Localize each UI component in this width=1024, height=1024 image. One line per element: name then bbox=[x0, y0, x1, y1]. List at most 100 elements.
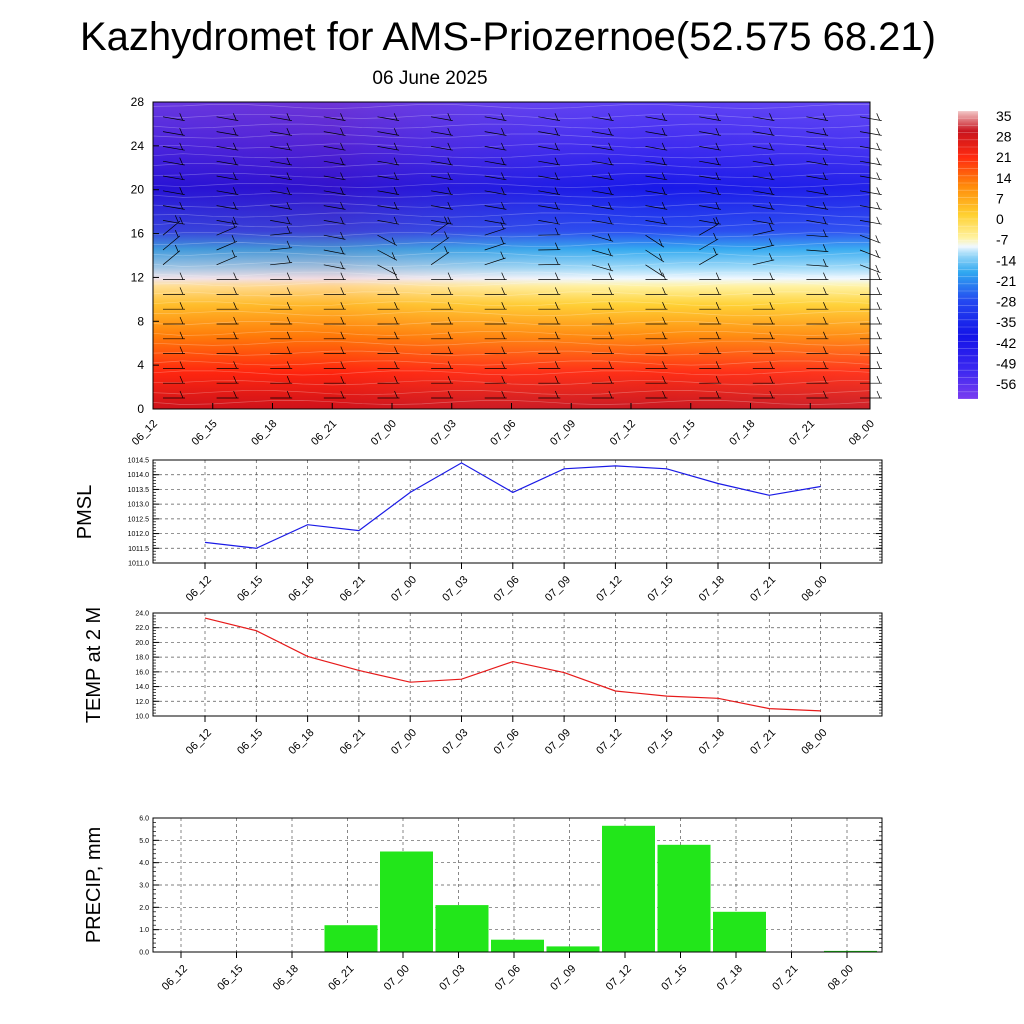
wind-barb-feather bbox=[501, 216, 505, 225]
wind-barb-feather bbox=[715, 346, 720, 354]
wind-barb-feather bbox=[179, 346, 184, 354]
wind-barb-feather bbox=[769, 361, 774, 369]
wind-barb-feather bbox=[286, 346, 291, 354]
wind-barb bbox=[484, 175, 507, 181]
temp-x-tick-label: 07_18 bbox=[697, 727, 727, 757]
wind-barb bbox=[430, 237, 450, 251]
wind-barb-feather bbox=[286, 142, 291, 151]
wind-barb-feather bbox=[447, 361, 452, 369]
wind-barb bbox=[162, 235, 181, 251]
wind-barb-feather bbox=[394, 390, 398, 399]
wind-barb-feather bbox=[501, 113, 505, 121]
precip-x-tick-label: 07_12 bbox=[604, 963, 634, 993]
wind-barb bbox=[591, 175, 614, 181]
wind-barb-feather bbox=[768, 253, 773, 261]
precip-x-tick-label: 06_18 bbox=[271, 963, 301, 993]
wind-barb bbox=[162, 116, 185, 121]
wind-barb-feather bbox=[876, 113, 881, 121]
colorbar-label: 21 bbox=[996, 149, 1012, 165]
wind-barb bbox=[484, 146, 507, 151]
wind-barb bbox=[645, 205, 668, 210]
wind-barb-feather bbox=[286, 376, 291, 384]
wind-barb-feather bbox=[769, 302, 774, 310]
colorbar-label: -28 bbox=[996, 294, 1016, 310]
wind-barb-feather bbox=[768, 223, 773, 231]
wind-barb bbox=[752, 229, 775, 236]
wind-barb-feather bbox=[661, 172, 666, 180]
wind-barb bbox=[538, 190, 561, 195]
wind-barb-feather bbox=[174, 230, 179, 238]
wind-barb-feather bbox=[447, 216, 452, 225]
wind-barb bbox=[323, 234, 346, 240]
wind-barb bbox=[377, 190, 400, 195]
wind-barb bbox=[323, 264, 346, 270]
wind-barb-feather bbox=[662, 346, 666, 354]
wind-barb bbox=[859, 146, 882, 151]
wind-barb-feather bbox=[662, 316, 666, 325]
precip-x-tick-label: 07_03 bbox=[437, 963, 467, 993]
wind-barb-feather bbox=[340, 113, 344, 121]
wind-barb bbox=[216, 205, 239, 210]
wind-barb bbox=[699, 175, 721, 181]
wind-barb bbox=[591, 131, 614, 136]
wind-barb-feather bbox=[658, 253, 663, 262]
precip-bar bbox=[324, 925, 378, 952]
precip-x-tick-label: 08_00 bbox=[826, 963, 856, 993]
wind-barb bbox=[431, 146, 453, 151]
colorbar-label: 0 bbox=[996, 211, 1004, 227]
wind-barb bbox=[591, 234, 614, 242]
wind-barb-feather bbox=[447, 390, 452, 399]
pmsl-x-tick-label: 07_03 bbox=[440, 574, 470, 604]
wind-barb-feather bbox=[662, 272, 666, 280]
pmsl-axis-label: PMSL bbox=[74, 485, 96, 539]
wind-barb-feather bbox=[769, 272, 774, 280]
wind-barb-feather bbox=[715, 201, 720, 210]
temp-y-tick-label: 10.0 bbox=[135, 714, 149, 721]
heatmap-x-tick-label: 07_03 bbox=[429, 418, 459, 448]
wind-barb-feather bbox=[554, 142, 559, 151]
temp-x-tick-label: 07_09 bbox=[543, 727, 573, 757]
pmsl-x-tick-label: 06_18 bbox=[286, 574, 316, 604]
wind-barb-feather bbox=[232, 142, 237, 151]
wind-barb bbox=[752, 160, 775, 166]
colorbar-label: -49 bbox=[996, 355, 1016, 371]
wind-barb bbox=[752, 220, 775, 225]
wind-barb bbox=[216, 131, 239, 136]
temp-y-tick-label: 22.0 bbox=[135, 625, 149, 632]
wind-barb-feather bbox=[447, 287, 452, 295]
wind-barb-feather bbox=[875, 250, 880, 258]
wind-barb bbox=[484, 257, 506, 266]
wind-barb-feather bbox=[876, 361, 881, 369]
wind-barb bbox=[645, 175, 668, 181]
wind-barb bbox=[806, 249, 829, 252]
pmsl-x-tick-label: 06_21 bbox=[338, 574, 368, 604]
wind-barb-feather bbox=[608, 113, 612, 121]
wind-barb bbox=[431, 116, 453, 121]
wind-barb bbox=[484, 228, 506, 236]
wind-barb-feather bbox=[179, 157, 184, 165]
wind-barb-feather bbox=[769, 127, 773, 136]
wind-barb bbox=[591, 116, 614, 121]
wind-barb bbox=[323, 131, 346, 136]
wind-barb-feather bbox=[340, 127, 344, 136]
wind-barb bbox=[538, 175, 561, 181]
wind-barb-feather bbox=[286, 216, 291, 225]
wind-barb-feather bbox=[554, 242, 559, 250]
wind-barb-feather bbox=[233, 302, 237, 310]
wind-barbs bbox=[162, 113, 882, 399]
precip-x-tick-label: 06_15 bbox=[215, 963, 245, 993]
wind-barb bbox=[431, 190, 453, 195]
heatmap-x-tick-label: 06_12 bbox=[130, 418, 160, 448]
wind-barb-feather bbox=[447, 142, 452, 151]
wind-barb-feather bbox=[286, 316, 291, 325]
wind-barb-feather bbox=[608, 390, 613, 399]
pmsl-x-tick-label: 08_00 bbox=[799, 574, 829, 604]
heatmap-y-tick-label: 16 bbox=[131, 227, 145, 241]
colorbar-label: -7 bbox=[996, 232, 1009, 248]
precip-y-tick-label: 3.0 bbox=[139, 883, 149, 890]
wind-barb-feather bbox=[876, 157, 881, 165]
temp-x-tick-label: 07_21 bbox=[748, 727, 778, 757]
heatmap-y-tick-label: 20 bbox=[131, 183, 145, 197]
precip-x-tick-label: 07_18 bbox=[715, 963, 745, 993]
wind-barb bbox=[323, 160, 346, 166]
